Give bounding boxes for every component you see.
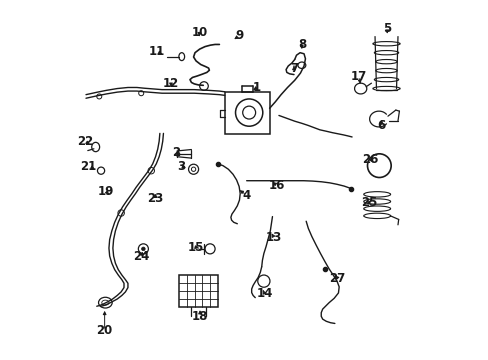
Text: 9: 9 [235,29,243,42]
Text: 6: 6 [377,119,385,132]
Text: 14: 14 [256,287,272,300]
Text: 4: 4 [242,189,250,202]
Text: 7: 7 [289,62,298,75]
Text: 3: 3 [177,160,185,173]
Text: 26: 26 [362,153,378,166]
Text: 10: 10 [191,26,207,39]
Text: 12: 12 [163,77,179,90]
Text: 27: 27 [329,272,345,285]
Text: 2: 2 [172,146,180,159]
Text: 15: 15 [187,241,204,254]
Text: 22: 22 [77,135,93,148]
Text: 18: 18 [191,310,208,323]
Text: 5: 5 [382,22,390,35]
Text: 13: 13 [265,231,282,244]
Bar [179,275,218,307]
Text: 1: 1 [252,81,261,94]
Text: 24: 24 [133,249,149,262]
Text: 21: 21 [80,160,97,173]
Text: 17: 17 [350,69,366,82]
Text: 16: 16 [268,179,285,192]
Text: 19: 19 [98,185,114,198]
Bar [224,93,269,134]
Text: 23: 23 [147,192,163,205]
Text: 20: 20 [96,324,113,337]
Text: 8: 8 [297,38,305,51]
Text: 25: 25 [360,196,377,209]
Text: 11: 11 [148,45,164,58]
Circle shape [142,247,145,251]
